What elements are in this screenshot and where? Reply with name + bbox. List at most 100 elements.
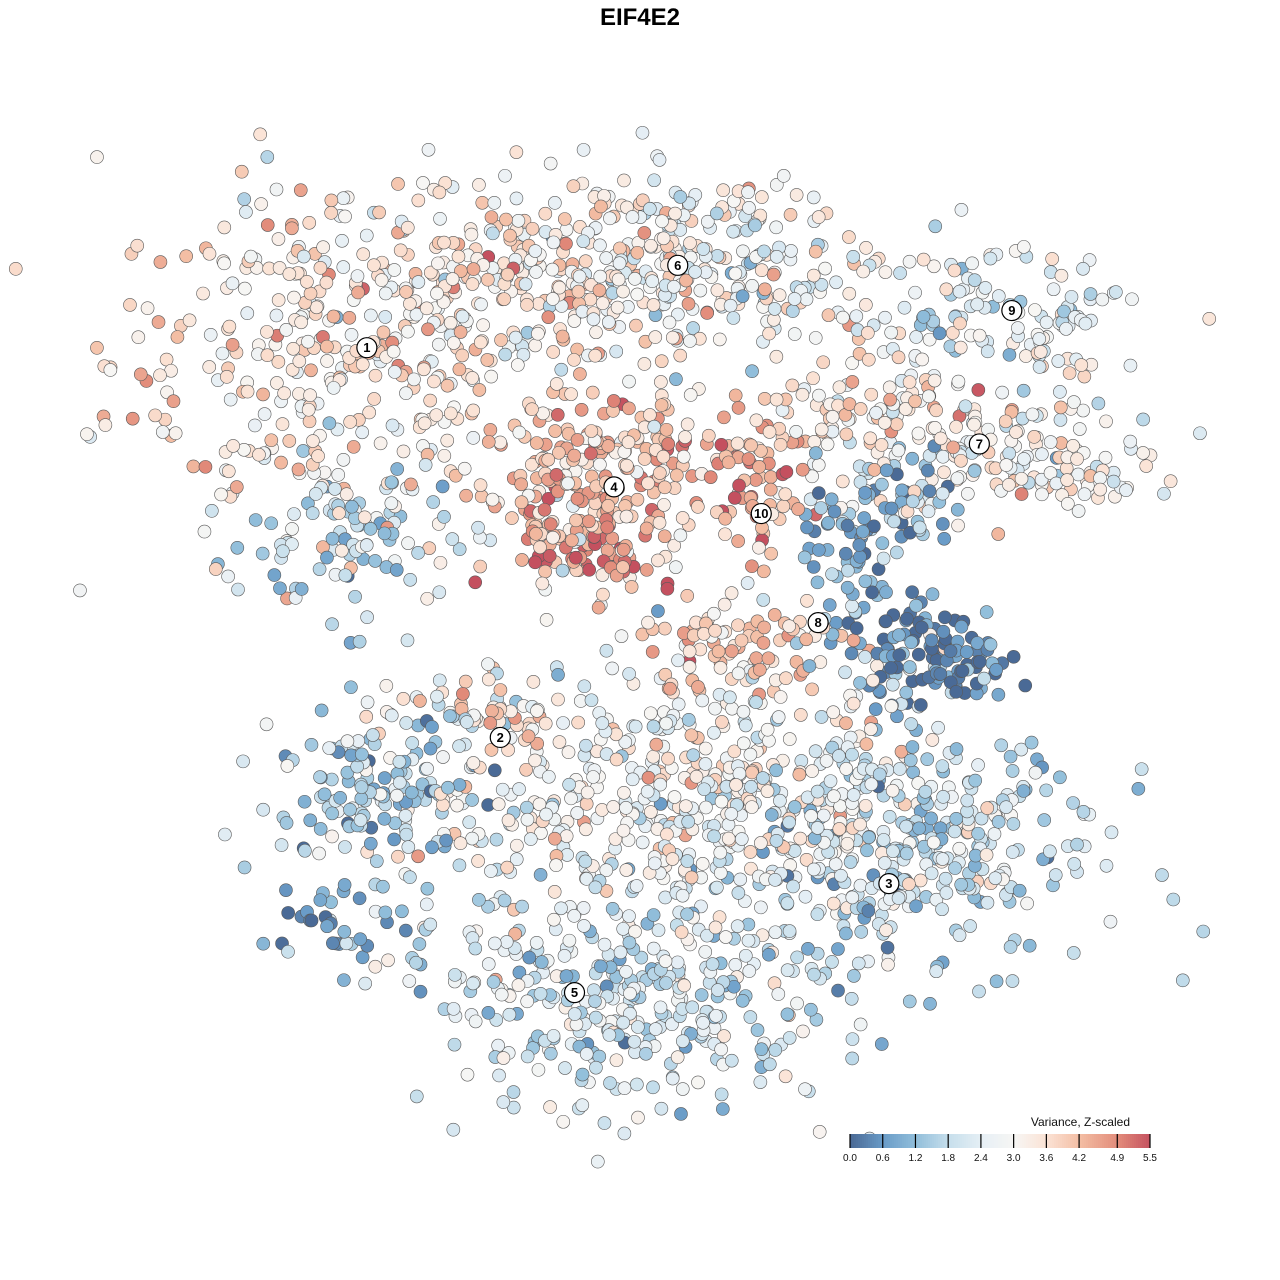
data-point [681,713,696,727]
data-point [322,416,337,430]
data-point [586,312,601,327]
data-point [597,937,612,952]
cluster-label-2: 2 [489,726,511,749]
data-point [279,323,294,337]
data-point [838,665,852,680]
data-point [713,845,728,860]
data-point [260,325,274,339]
legend-gradient-segment [1062,1134,1065,1148]
legend-gradient-segment [1092,1134,1095,1148]
data-point [486,975,501,989]
data-point [337,973,351,987]
data-point [1051,354,1066,368]
data-point [363,836,378,851]
data-point [921,504,936,519]
data-point [420,881,435,896]
data-point [580,785,595,800]
legend-gradient-segment [1020,1134,1023,1148]
data-point [972,984,986,999]
data-point [548,196,562,210]
data-point [905,585,919,600]
data-point [933,667,948,681]
data-point [657,529,672,544]
data-point [550,408,565,422]
data-point [935,902,949,917]
data-point [281,906,295,920]
data-point [657,480,672,495]
data-point [292,354,307,368]
data-point [433,211,447,226]
data-point [491,1038,505,1053]
data-point [661,437,676,451]
data-point [425,720,439,734]
data-point [1098,450,1113,465]
data-point [717,597,732,612]
data-point [748,218,762,233]
legend-gradient-segment [982,1134,985,1148]
data-point [103,363,118,377]
data-point [762,947,776,962]
data-point [839,546,853,561]
data-point [481,657,495,671]
data-point [368,554,382,568]
data-point [671,653,685,668]
data-point [899,819,913,834]
data-point [760,722,775,737]
data-point [416,176,430,190]
data-point [730,436,745,451]
data-point [451,249,466,264]
legend-gradient-segment [946,1134,949,1148]
data-point [668,560,683,574]
data-point [841,563,855,578]
data-point [798,889,813,904]
data-point [804,809,818,823]
legend-gradient-segment [922,1134,925,1148]
data-point [681,297,696,311]
data-point [653,466,667,480]
data-point [238,281,252,296]
data-point [886,844,900,859]
data-point [614,629,629,643]
legend-gradient-segment [978,1134,981,1148]
data-point [902,375,917,389]
data-point [131,330,146,345]
data-point [218,827,232,842]
data-point [486,226,500,241]
data-point [468,1014,483,1029]
data-point [549,377,564,391]
legend-gradient-segment [876,1134,879,1148]
legend-gradient-segment [910,1134,913,1148]
data-point [980,895,995,910]
legend-gradient-segment [1090,1134,1093,1148]
data-point [729,778,743,792]
data-point [473,335,488,350]
data-point [628,272,642,286]
data-point [812,543,826,557]
data-point [399,923,413,938]
data-point [892,628,906,642]
data-point [675,511,690,525]
data-point [546,235,561,250]
data-point [399,386,413,401]
data-point [508,330,523,345]
legend-gradient-segment [1138,1134,1141,1148]
legend-gradient-segment [1038,1134,1041,1148]
data-point [845,356,859,370]
data-point [576,901,591,915]
data-point [433,555,448,570]
legend-gradient-segment [1076,1134,1079,1148]
data-point [401,840,416,854]
data-point [432,185,447,200]
data-point [503,228,517,243]
data-point [489,832,504,847]
data-point [835,474,850,489]
data-point [717,1029,731,1043]
data-point [539,807,553,822]
legend-gradient-segment [1024,1134,1027,1148]
data-point [1005,764,1020,778]
data-point [868,702,883,717]
data-point [1099,414,1113,429]
data-point [533,987,548,1001]
data-point [864,387,879,402]
data-point [902,660,917,674]
